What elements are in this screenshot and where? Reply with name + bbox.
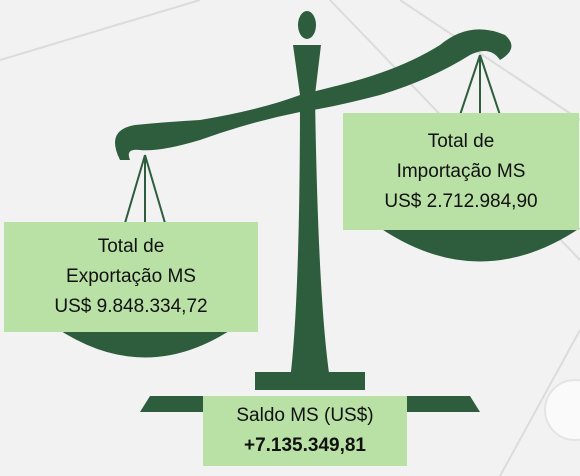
page: Total de Exportação MS US$ 9.848.334,72 …: [0, 0, 580, 476]
balance-label: Saldo MS (US$): [203, 401, 407, 431]
export-box: Total de Exportação MS US$ 9.848.334,72: [4, 222, 258, 332]
export-line: Exportação MS: [4, 262, 258, 292]
import-line: Importação MS: [343, 157, 579, 187]
balance-value: +7.135.349,81: [203, 431, 407, 461]
import-value: US$ 2.712.984,90: [343, 187, 579, 217]
export-line: Total de: [4, 232, 258, 262]
export-value: US$ 9.848.334,72: [4, 292, 258, 322]
import-line: Total de: [343, 127, 579, 157]
import-box: Total de Importação MS US$ 2.712.984,90: [343, 113, 579, 230]
balance-box: Saldo MS (US$) +7.135.349,81: [203, 396, 407, 466]
